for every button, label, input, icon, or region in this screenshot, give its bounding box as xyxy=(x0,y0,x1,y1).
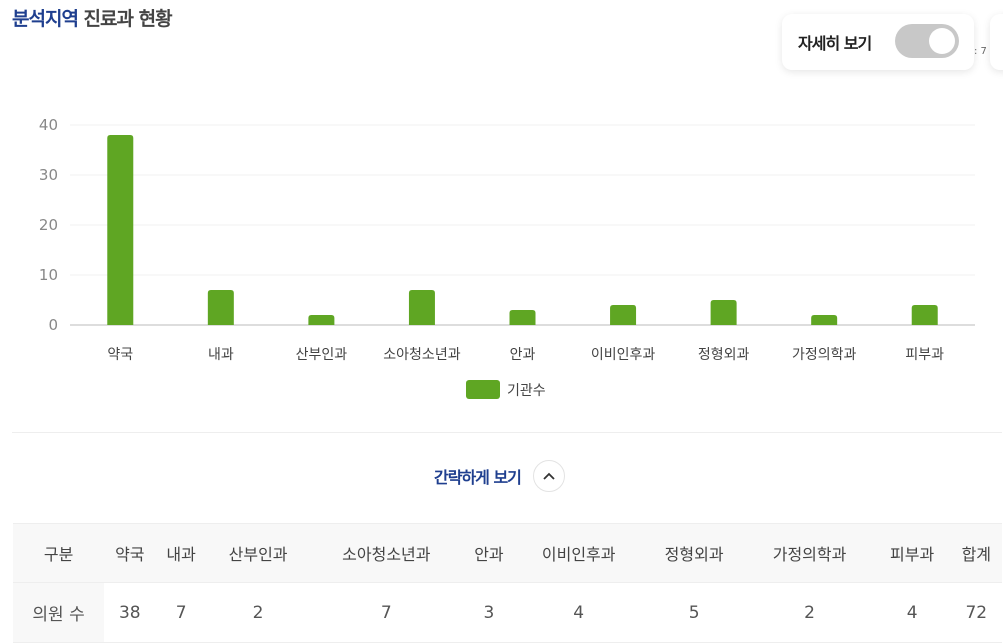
x-tick-label: 이비인후과 xyxy=(591,347,656,363)
x-tick-label: 소아청소년과 xyxy=(383,347,460,363)
secondary-card xyxy=(990,14,1003,70)
x-tick-label: 내과 xyxy=(208,347,234,363)
bar xyxy=(811,315,838,325)
column-header: 내과 xyxy=(155,523,207,583)
table-row: 의원 수 38 7 2 7 3 4 5 2 4 72 xyxy=(13,582,1002,643)
row-label: 의원 수 xyxy=(13,582,105,643)
title-highlight: 분석지역 xyxy=(12,8,79,30)
table-cell: 38 xyxy=(104,582,156,643)
bar xyxy=(911,305,938,325)
collapse-label: 간략하게 보기 xyxy=(434,468,522,487)
column-header: 구분 xyxy=(13,523,105,583)
divider xyxy=(12,432,1002,433)
column-header: 정형외과 xyxy=(642,523,746,583)
column-header: 가정의학과 xyxy=(745,523,874,583)
table-cell: 5 xyxy=(642,582,746,643)
switch-knob xyxy=(929,28,955,54)
table-cell: 2 xyxy=(745,582,874,643)
bar xyxy=(408,290,435,325)
bar-chart: 0 10 20 30 40 약국 내과 산부인과 소아청소년과 안과 이비인후과 정형외과 가정의학과 피… xyxy=(39,116,975,399)
bar xyxy=(710,300,737,325)
y-tick-label: 20 xyxy=(39,216,58,234)
collapse-button[interactable]: 간략하게 보기 xyxy=(434,460,565,492)
column-header: 소아청소년과 xyxy=(309,523,464,583)
column-header: 산부인과 xyxy=(206,523,310,583)
chevron-up-icon xyxy=(532,460,565,492)
table-cell: 7 xyxy=(309,582,464,643)
data-table: 구분 약국 내과 산부인과 소아청소년과 안과 이비인후과 정형외과 가정의학과 피부과 합계 의원… xyxy=(13,523,1002,643)
table-cell: 4 xyxy=(514,582,643,643)
x-tick-label: 약국 xyxy=(107,347,133,363)
column-header: 합계 xyxy=(950,523,1002,583)
table-cell: 72 xyxy=(950,582,1002,643)
bar xyxy=(107,135,134,325)
bar xyxy=(207,290,234,325)
toggle-label: 자세히 보기 xyxy=(798,34,872,53)
table-header-row: 구분 약국 내과 산부인과 소아청소년과 안과 이비인후과 정형외과 가정의학과 피부과 합계 xyxy=(13,523,1002,583)
detail-view-toggle-card: 자세히 보기 xyxy=(782,14,974,70)
x-tick-label: 산부인과 xyxy=(296,347,348,363)
title-rest: 진료과 현황 xyxy=(77,8,173,30)
y-tick-label: 40 xyxy=(39,116,58,134)
column-header: 이비인후과 xyxy=(514,523,643,583)
bar xyxy=(610,305,637,325)
legend-label: 기관수 xyxy=(507,383,546,399)
detail-view-switch[interactable] xyxy=(895,24,959,58)
bar xyxy=(308,315,335,325)
y-tick-label: 10 xyxy=(39,266,58,284)
y-tick-label: 0 xyxy=(48,316,58,334)
x-tick-label: 피부과 xyxy=(905,347,944,363)
column-header: 약국 xyxy=(104,523,156,583)
bar xyxy=(509,310,536,325)
y-tick-label: 30 xyxy=(39,166,58,184)
page-title: 분석지역 진료과 현황 xyxy=(12,4,173,31)
legend-swatch xyxy=(466,380,500,399)
x-tick-label: 정형외과 xyxy=(698,347,750,363)
x-tick-label: 가정의학과 xyxy=(792,347,857,363)
table-cell: 2 xyxy=(206,582,310,643)
x-tick-label: 안과 xyxy=(510,347,536,363)
table-cell: 4 xyxy=(873,582,951,643)
column-header: 피부과 xyxy=(873,523,951,583)
column-header: 안과 xyxy=(463,523,515,583)
partial-text: : 7 xyxy=(974,46,987,57)
table-cell: 3 xyxy=(463,582,515,643)
table-cell: 7 xyxy=(155,582,207,643)
